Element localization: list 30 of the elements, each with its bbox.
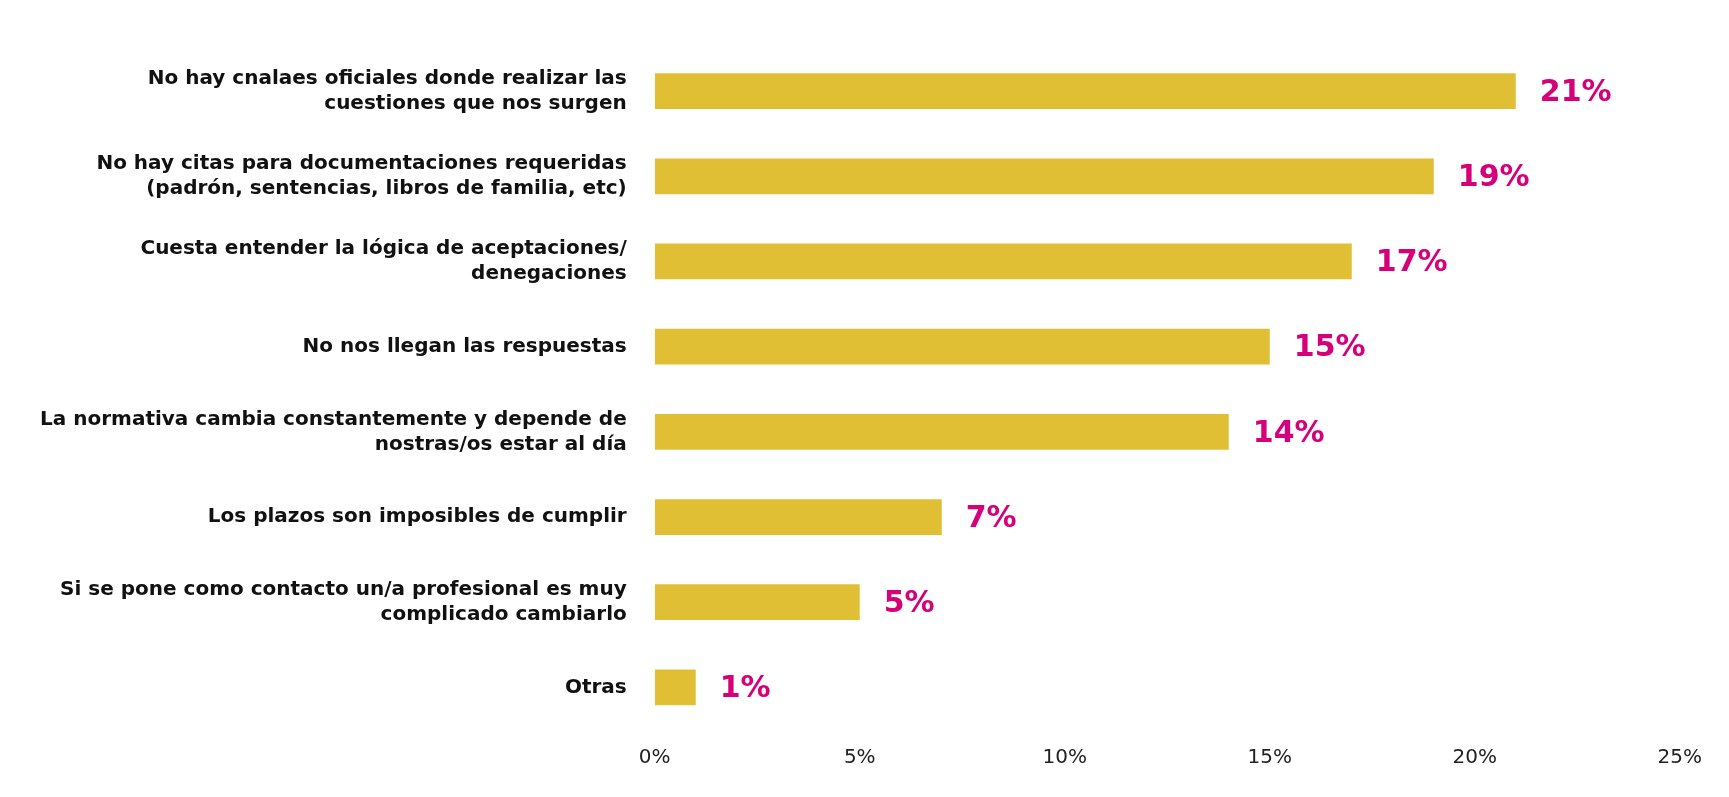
bar <box>654 73 1516 109</box>
data-label: 14% <box>1252 413 1325 449</box>
data-label: 7% <box>965 498 1017 534</box>
bar <box>654 413 1229 450</box>
y-tick-label: Otras <box>564 673 627 698</box>
data-label: 17% <box>1375 243 1448 279</box>
data-label: 5% <box>883 584 935 620</box>
data-label: 15% <box>1293 328 1366 364</box>
bar <box>654 669 696 706</box>
x-tick-label: 5% <box>843 744 876 769</box>
y-tick-label: No hay citas para documentaciones requeridas (padrón, sentencias, libros de familia, etc) <box>96 149 627 199</box>
y-tick-label: No hay cnalaes oficiales donde realizar las cuestiones que nos surgen <box>147 64 627 114</box>
bar <box>654 243 1352 280</box>
data-label: 1% <box>719 669 771 705</box>
data-label: 21% <box>1539 72 1612 108</box>
x-tick-label: 10% <box>1042 744 1087 769</box>
y-tick-label: Cuesta entender la lógica de aceptaciones/ denegaciones <box>140 235 628 285</box>
data-label: 19% <box>1457 158 1530 194</box>
y-tick-label: Los plazos son imposibles de cumplir <box>207 503 627 528</box>
y-tick-label: La normativa cambia constantemente y depende de nostras/os estar al día <box>39 405 627 455</box>
y-tick-label: Si se pone como contacto un/a profesional es muy complicado cambiarlo <box>60 575 627 625</box>
x-tick-label: 25% <box>1657 744 1702 769</box>
bar <box>654 328 1270 365</box>
bar <box>654 584 860 621</box>
x-tick-label: 20% <box>1452 744 1497 769</box>
bar <box>654 158 1434 195</box>
x-tick-label: 15% <box>1247 744 1292 769</box>
y-tick-label: No nos llegan las respuestas <box>302 332 627 357</box>
x-tick-label: 0% <box>638 744 671 769</box>
bar <box>654 499 942 535</box>
